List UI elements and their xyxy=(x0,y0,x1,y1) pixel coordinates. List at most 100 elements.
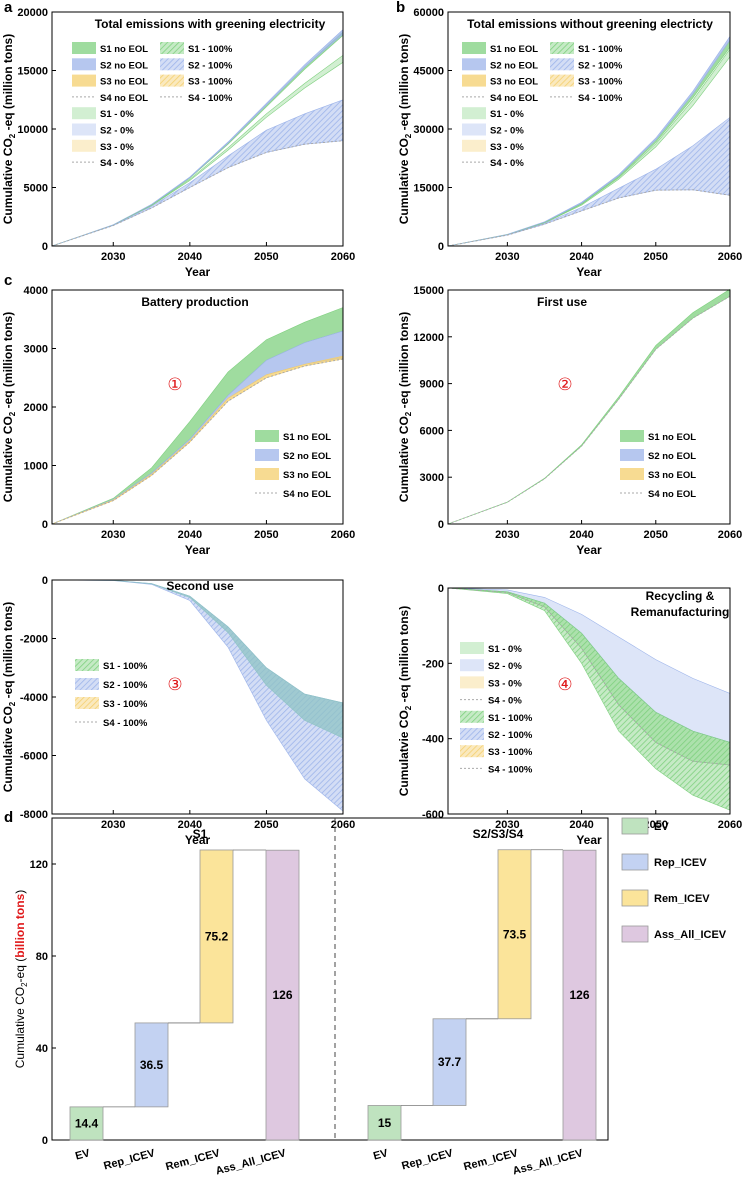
legend-swatch xyxy=(160,58,184,71)
x-tick-label: 2030 xyxy=(495,251,519,263)
x-axis-label: Year xyxy=(576,543,602,557)
x-tick-label: 2060 xyxy=(718,819,742,831)
x-tick-label: 2060 xyxy=(331,819,355,831)
legend-swatch xyxy=(621,817,649,835)
legend-item-label: S3 no EOL xyxy=(490,77,538,88)
legend-swatch xyxy=(462,123,486,136)
y-tick-label: 0 xyxy=(42,241,48,253)
legend-item-label: S4 - 0% xyxy=(490,158,524,169)
legend-item-label: S2 - 100% xyxy=(488,730,533,741)
panel-title: Total emissions with greening electricit… xyxy=(95,17,326,31)
legend-swatch xyxy=(462,42,486,54)
y-tick-label: 1000 xyxy=(24,461,48,473)
y-tick-label: -4000 xyxy=(20,692,48,704)
x-axis-label: Year xyxy=(185,265,211,279)
legend-swatch xyxy=(460,745,484,758)
bar xyxy=(432,1018,467,1106)
y-tick-label: 0 xyxy=(438,519,444,531)
legend-item-label: S2 no EOL xyxy=(490,60,538,71)
panel-c1: c 2030 2040 2050 2060 0 1000 2000 3000 4000 Year Cu… xyxy=(1,272,355,557)
panel-c2: 2030 2040 2050 2060 0 3000 6000 9000 12000 15000 Y… xyxy=(397,285,742,557)
y-axis-label: Cumulative CO2-eq (billion tons) xyxy=(13,890,29,1069)
bar xyxy=(69,1106,104,1141)
series-line xyxy=(447,587,731,766)
legend-item-label: S1 - 100% xyxy=(488,713,533,724)
x-tick-label: 2040 xyxy=(569,819,593,831)
legend-item-label: S4 - 100% xyxy=(103,718,148,729)
legend-item-label: S3 - 100% xyxy=(188,77,233,88)
y-tick-label: -6000 xyxy=(20,751,48,763)
y-axis-label-main: Cumulative CO xyxy=(1,706,15,792)
x-tick-label: 2030 xyxy=(495,529,519,541)
x-axis-label: Year xyxy=(185,543,211,557)
y-axis-label-end: ) xyxy=(13,890,27,894)
legend-swatch xyxy=(72,139,96,152)
legend-item-label: S4 - 0% xyxy=(488,696,522,707)
legend-item-label: S2 no EOL xyxy=(100,60,148,71)
legend-item-label: S2 - 0% xyxy=(490,126,524,137)
x-tick-label: 2060 xyxy=(331,251,355,263)
y-axis-label-main: Cumulative CO xyxy=(1,416,15,502)
legend-swatch xyxy=(462,58,486,71)
panel-letter: d xyxy=(4,809,13,826)
y-axis-label-sub: 2 xyxy=(8,133,17,138)
legend-item-label: S4 - 100% xyxy=(188,93,233,104)
y-tick-label: -8000 xyxy=(20,809,48,821)
legend-item-label: S1 no EOL xyxy=(100,44,148,55)
bar-group: S1 14.4 EV 36.5 Rep_ICEV 75.2 Rem_ICEV 126 Ass_A… xyxy=(69,827,300,1178)
y-axis-label-red: billion tons xyxy=(13,893,27,957)
y-axis-label-sub: 2 xyxy=(404,705,413,710)
legend-swatch xyxy=(462,107,486,120)
x-tick-label: 2030 xyxy=(101,819,125,831)
axes-frame xyxy=(51,817,609,1141)
legend-swatch xyxy=(72,107,96,120)
legend-swatch xyxy=(550,42,574,54)
legend-item-label: S3 no EOL xyxy=(648,470,696,481)
y-tick-label: 3000 xyxy=(24,344,48,356)
y-axis-label: Cumulative CO2 -eq (million tons) xyxy=(1,312,17,502)
y-tick-label: -600 xyxy=(422,809,444,821)
legend-item-label: S1 - 0% xyxy=(100,109,134,120)
y-tick-label: -200 xyxy=(422,658,444,670)
y-axis-label-main: Cumulatvie CO xyxy=(397,710,411,796)
y-axis-label-tail: -eq (million tons) xyxy=(397,312,411,412)
legend-item-label: S3 - 0% xyxy=(100,142,134,153)
x-tick-label: 2040 xyxy=(178,529,202,541)
legend-item-label: S3 no EOL xyxy=(100,77,148,88)
legend-swatch xyxy=(72,42,96,54)
axes-frame xyxy=(447,289,731,525)
category-label: Rep_ICEV xyxy=(102,1147,157,1172)
category-label: EV xyxy=(74,1147,92,1163)
panel-title: Battery production xyxy=(141,295,248,309)
x-tick-label: 2030 xyxy=(101,251,125,263)
y-tick-label: 12000 xyxy=(413,332,444,344)
bar-value-label: 14.4 xyxy=(75,1116,99,1130)
y-tick-label: 9000 xyxy=(420,379,444,391)
legend-item-label: Rep_ICEV xyxy=(654,857,707,869)
bar xyxy=(134,1022,169,1108)
y-axis-label-tail: -eq (million tons) xyxy=(1,312,15,412)
panel-title: Recycling & xyxy=(646,589,715,603)
legend-swatch xyxy=(460,676,484,689)
legend-swatch xyxy=(75,697,99,709)
x-axis-label: Year xyxy=(185,833,211,847)
x-tick-label: 2060 xyxy=(718,529,742,541)
legend-swatch xyxy=(72,123,96,136)
legend-item-label: S2 - 0% xyxy=(100,126,134,137)
legend-item-label: Ass_All_ICEV xyxy=(654,929,727,941)
legend-swatch xyxy=(550,58,574,71)
x-tick-label: 2060 xyxy=(718,251,742,263)
panel-a: a 2030 2040 2050 2060 0 5000 10000 15000 20000 Yea… xyxy=(1,0,355,279)
y-axis-label-sub: 2 xyxy=(404,411,413,416)
legend-swatch xyxy=(255,430,279,442)
legend-item-label: S2 - 100% xyxy=(578,60,623,71)
y-axis-label: Cumulative CO2 -eq (million tons) xyxy=(397,312,413,502)
y-tick-label: 120 xyxy=(30,859,48,871)
x-tick-label: 2050 xyxy=(644,251,668,263)
y-tick-label: 2000 xyxy=(24,402,48,414)
legend-item-label: S2 - 100% xyxy=(103,680,148,691)
x-tick-label: 2050 xyxy=(644,529,668,541)
y-axis-label: Cumulative CO2 -eq (million tons) xyxy=(1,602,17,792)
series-line xyxy=(51,140,344,247)
panel-d: d 0 40 80 120 Cumulative CO2-eq (billion tons… xyxy=(4,809,727,1178)
